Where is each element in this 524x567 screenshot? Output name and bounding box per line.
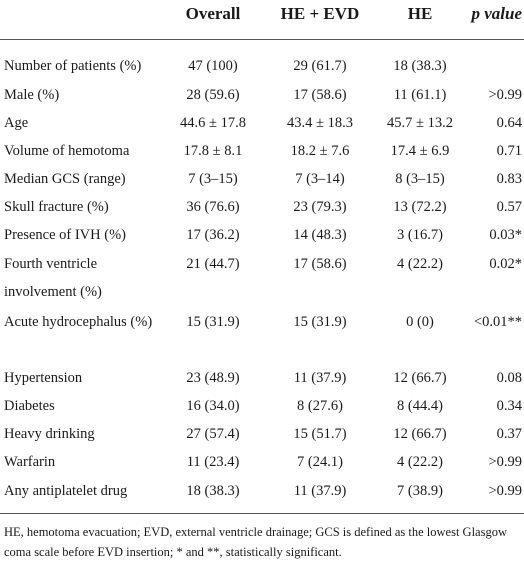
table-row: Male (%) 28 (59.6) 17 (58.6) 11 (61.1) >… [0,81,524,109]
table-header-row: Overall HE + EVD HE p value [0,0,524,40]
cell-he-evd: 43.4 ± 18.3 [287,115,353,131]
row-label: Volume of hemotoma [4,143,130,159]
cell-p-value: >0.99 [488,454,522,470]
table-row: Volume of hemotoma 17.8 ± 8.1 18.2 ± 7.6… [0,137,524,165]
cell-overall: 21 (44.7) [186,256,240,272]
cell-he-evd: 18.2 ± 7.6 [290,143,350,159]
cell-he-evd: 17 (58.6) [293,87,347,103]
header-rule [0,39,524,40]
cell-he-evd: 29 (61.7) [293,58,347,74]
cell-overall: 11 (23.4) [186,454,240,470]
table-row: Hypertension 23 (48.9) 11 (37.9) 12 (66.… [0,364,524,392]
cell-overall: 17 (36.2) [186,227,240,243]
cell-he: 12 (66.7) [393,426,447,442]
row-label: Acute hydrocephalus (%) [4,314,153,330]
cell-p-value: 0.02* [489,256,522,272]
cell-overall: 23 (48.9) [186,370,240,386]
cell-he-evd: 17 (58.6) [293,256,347,272]
row-label: Number of patients (%) [4,58,142,74]
table-footnote: HE, hemotoma evacuation; EVD, external v… [4,525,507,559]
cell-he: 3 (16.7) [397,227,443,243]
cell-overall: 47 (100) [188,58,238,74]
cell-he-evd: 23 (79.3) [293,199,347,215]
table-row: Age 44.6 ± 17.8 43.4 ± 18.3 45.7 ± 13.2 … [0,109,524,137]
cell-he: 17.4 ± 6.9 [390,143,450,159]
cell-he: 11 (61.1) [393,87,447,103]
cell-he: 8 (44.4) [397,398,443,414]
cell-he-evd: 7 (24.1) [297,454,343,470]
row-label: Diabetes [4,398,55,414]
cell-he-evd: 15 (51.7) [293,426,347,442]
cell-he: 4 (22.2) [397,256,443,272]
table-row: Any antiplatelet drug 18 (38.3) 11 (37.9… [0,477,524,505]
cell-overall: 17.8 ± 8.1 [183,143,243,159]
header-p-value: p value [454,4,522,24]
cell-he-evd: 11 (37.9) [293,370,347,386]
cell-overall: 44.6 ± 17.8 [180,115,246,131]
bottom-rule [0,513,524,514]
table-row: Skull fracture (%) 36 (76.6) 23 (79.3) 1… [0,193,524,221]
cell-he: 18 (38.3) [393,58,447,74]
cell-overall: 27 (57.4) [186,426,240,442]
table-row: Acute hydrocephalus (%) 15 (31.9) 15 (31… [0,308,524,364]
cell-p-value: 0.57 [496,199,522,215]
cell-overall: 36 (76.6) [186,199,240,215]
row-label: Warfarin [4,454,56,470]
cell-p-value: <0.01** [473,314,522,330]
header-p-value-text: p value [471,4,522,23]
cell-he: 4 (22.2) [397,454,443,470]
row-label: Age [4,115,29,131]
cell-overall: 28 (59.6) [186,87,240,103]
cell-he-evd: 15 (31.9) [293,314,347,330]
cell-he-evd: 11 (37.9) [293,483,347,499]
header-he: HE [407,4,433,23]
table-row: Warfarin 11 (23.4) 7 (24.1) 4 (22.2) >0.… [0,448,524,476]
row-label: Hypertension [4,370,83,386]
cell-overall: 16 (34.0) [186,398,240,414]
row-label: Skull fracture (%) [4,199,109,215]
table-row: Number of patients (%) 47 (100) 29 (61.7… [0,52,524,80]
row-label: Median GCS (range) [4,171,126,187]
cell-he: 13 (72.2) [393,199,447,215]
cell-p-value: 0.37 [496,426,522,442]
cell-he-evd: 7 (3–14) [295,171,345,187]
table-row: Fourth ventricle involvement (%) 21 (44.… [0,250,524,306]
cell-p-value: >0.99 [488,87,522,103]
row-label: Fourth ventricle involvement (%) [4,256,102,300]
cell-overall: 18 (38.3) [186,483,240,499]
row-label: Any antiplatelet drug [4,483,128,499]
table-row: Median GCS (range) 7 (3–15) 7 (3–14) 8 (… [0,165,524,193]
table-row: Presence of IVH (%) 17 (36.2) 14 (48.3) … [0,221,524,249]
cell-p-value: 0.83 [496,171,522,187]
cell-p-value: 0.71 [496,143,522,159]
cell-p-value: >0.99 [488,483,522,499]
header-overall: Overall [185,4,241,23]
cell-p-value: 0.08 [496,370,522,386]
cell-he: 7 (38.9) [397,483,443,499]
cell-he: 0 (0) [406,314,434,330]
cell-overall: 7 (3–15) [188,171,238,187]
cell-he: 12 (66.7) [393,370,447,386]
cell-he: 45.7 ± 13.2 [387,115,453,131]
cell-overall: 15 (31.9) [186,314,240,330]
cell-p-value: 0.64 [496,115,522,131]
cell-he: 8 (3–15) [395,171,445,187]
cell-p-value: 0.03* [489,227,522,243]
header-he-evd: HE + EVD [280,4,360,23]
row-label: Presence of IVH (%) [4,227,126,243]
row-label: Male (%) [4,87,60,103]
cell-he-evd: 8 (27.6) [297,398,343,414]
cell-p-value: 0.34 [496,398,522,414]
table-row: Diabetes 16 (34.0) 8 (27.6) 8 (44.4) 0.3… [0,392,524,420]
table-row: Heavy drinking 27 (57.4) 15 (51.7) 12 (6… [0,420,524,448]
cell-he-evd: 14 (48.3) [293,227,347,243]
row-label: Heavy drinking [4,426,95,442]
